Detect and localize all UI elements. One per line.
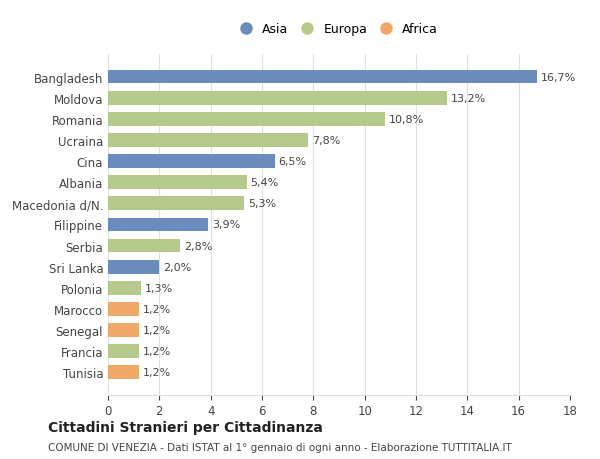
Bar	[108, 218, 208, 232]
Text: 6,5%: 6,5%	[278, 157, 307, 167]
Text: 1,3%: 1,3%	[145, 283, 173, 293]
Text: 1,2%: 1,2%	[143, 325, 171, 335]
Text: 1,2%: 1,2%	[143, 368, 171, 377]
Bar	[108, 260, 160, 274]
Bar	[108, 176, 247, 190]
Bar	[108, 92, 447, 105]
Text: 1,2%: 1,2%	[143, 347, 171, 356]
Bar	[108, 112, 385, 126]
Legend: Asia, Europa, Africa: Asia, Europa, Africa	[233, 17, 445, 43]
Bar	[108, 71, 536, 84]
Text: 2,0%: 2,0%	[163, 262, 191, 272]
Text: 5,3%: 5,3%	[248, 199, 276, 209]
Text: 1,2%: 1,2%	[143, 304, 171, 314]
Text: 13,2%: 13,2%	[451, 94, 486, 103]
Bar	[108, 197, 244, 211]
Text: 7,8%: 7,8%	[312, 135, 340, 146]
Bar	[108, 345, 139, 358]
Text: COMUNE DI VENEZIA - Dati ISTAT al 1° gennaio di ogni anno - Elaborazione TUTTITA: COMUNE DI VENEZIA - Dati ISTAT al 1° gen…	[48, 442, 512, 452]
Bar	[108, 239, 180, 253]
Bar	[108, 281, 142, 295]
Text: 2,8%: 2,8%	[184, 241, 212, 251]
Text: 5,4%: 5,4%	[250, 178, 279, 188]
Text: 3,9%: 3,9%	[212, 220, 240, 230]
Bar	[108, 134, 308, 147]
Bar	[108, 155, 275, 168]
Text: Cittadini Stranieri per Cittadinanza: Cittadini Stranieri per Cittadinanza	[48, 420, 323, 435]
Text: 16,7%: 16,7%	[541, 73, 576, 82]
Bar	[108, 324, 139, 337]
Bar	[108, 302, 139, 316]
Text: 10,8%: 10,8%	[389, 115, 424, 124]
Bar	[108, 366, 139, 379]
